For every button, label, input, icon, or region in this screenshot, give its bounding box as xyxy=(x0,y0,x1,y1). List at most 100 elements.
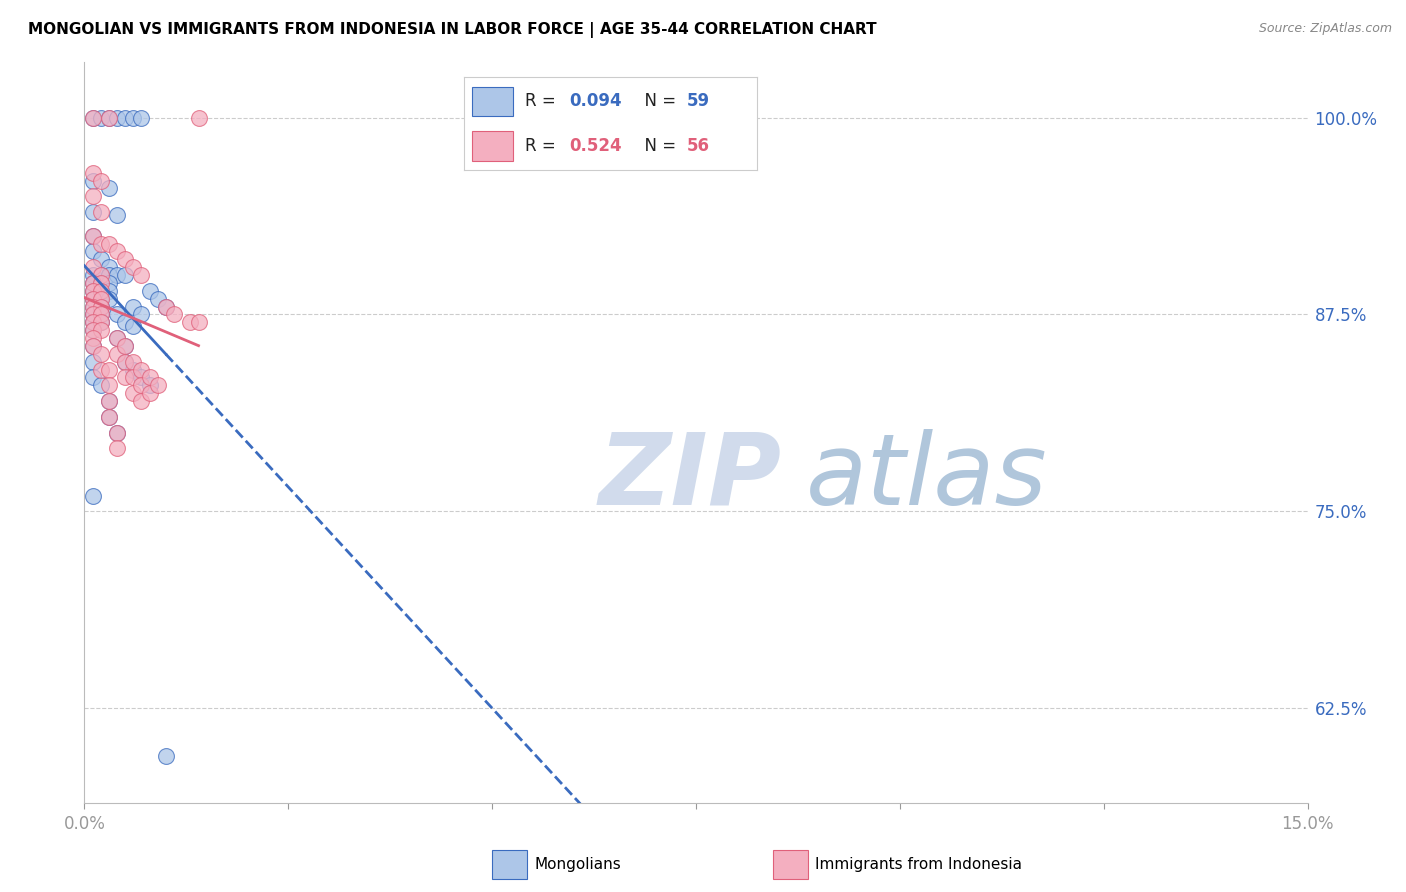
Point xyxy=(90,292,112,306)
Point xyxy=(131,111,153,125)
Text: MONGOLIAN VS IMMIGRANTS FROM INDONESIA IN LABOR FORCE | AGE 35-44 CORRELATION CH: MONGOLIAN VS IMMIGRANTS FROM INDONESIA I… xyxy=(28,22,877,38)
Point xyxy=(82,300,104,314)
Point xyxy=(90,268,112,282)
Point xyxy=(90,362,112,376)
Point xyxy=(90,315,112,329)
Point xyxy=(138,378,160,392)
Point xyxy=(90,300,112,314)
Point xyxy=(114,355,136,369)
Point xyxy=(114,355,136,369)
Point xyxy=(122,111,145,125)
Point xyxy=(97,378,120,392)
Text: Source: ZipAtlas.com: Source: ZipAtlas.com xyxy=(1258,22,1392,36)
Point xyxy=(155,300,177,314)
Point xyxy=(82,331,104,345)
Text: Mongolians: Mongolians xyxy=(534,857,621,871)
Point xyxy=(131,378,153,392)
Text: atlas: atlas xyxy=(806,428,1047,525)
Point xyxy=(82,205,104,219)
Point xyxy=(131,362,153,376)
Point xyxy=(82,323,104,337)
Point xyxy=(114,252,136,267)
Point xyxy=(82,339,104,353)
Point xyxy=(90,323,112,337)
Point xyxy=(82,284,104,298)
Point xyxy=(131,394,153,409)
Point xyxy=(187,111,209,125)
Point xyxy=(90,236,112,251)
Point xyxy=(90,173,112,187)
Point xyxy=(90,378,112,392)
Point xyxy=(82,370,104,384)
Point xyxy=(105,268,128,282)
Point xyxy=(90,111,112,125)
Point xyxy=(114,370,136,384)
Point xyxy=(82,111,104,125)
Point xyxy=(187,315,209,329)
Point xyxy=(97,292,120,306)
Point xyxy=(146,378,169,392)
Point xyxy=(82,244,104,259)
Point xyxy=(90,276,112,290)
Point xyxy=(155,748,177,763)
Point xyxy=(82,173,104,187)
Point xyxy=(105,208,128,222)
Point xyxy=(90,308,112,322)
Point xyxy=(122,355,145,369)
Point xyxy=(97,284,120,298)
Point xyxy=(82,323,104,337)
Point xyxy=(90,284,112,298)
Point xyxy=(155,300,177,314)
Point xyxy=(82,315,104,329)
Point xyxy=(97,276,120,290)
Point xyxy=(90,292,112,306)
Point xyxy=(90,276,112,290)
Point xyxy=(82,300,104,314)
Point xyxy=(179,315,201,329)
Point xyxy=(105,425,128,440)
Point xyxy=(82,268,104,282)
Point xyxy=(122,318,145,333)
Point xyxy=(82,228,104,243)
Point xyxy=(82,292,104,306)
Point xyxy=(90,315,112,329)
Point xyxy=(82,111,104,125)
Point xyxy=(122,370,145,384)
Point xyxy=(90,252,112,267)
Point xyxy=(82,315,104,329)
Point xyxy=(82,339,104,353)
Point xyxy=(105,308,128,322)
Point xyxy=(114,268,136,282)
Point xyxy=(82,166,104,180)
Point xyxy=(105,425,128,440)
Point xyxy=(105,244,128,259)
Text: ZIP: ZIP xyxy=(598,428,782,525)
Point xyxy=(122,362,145,376)
Point xyxy=(105,442,128,456)
Point xyxy=(97,268,120,282)
Point xyxy=(82,189,104,203)
Point xyxy=(122,386,145,401)
Point xyxy=(114,339,136,353)
Point xyxy=(82,355,104,369)
Point xyxy=(97,111,120,125)
Point xyxy=(105,111,128,125)
Point xyxy=(82,276,104,290)
Point xyxy=(97,260,120,275)
Point xyxy=(82,489,104,503)
Point xyxy=(97,181,120,195)
Point xyxy=(114,339,136,353)
Point xyxy=(82,260,104,275)
Point xyxy=(138,386,160,401)
Point xyxy=(82,308,104,322)
Point xyxy=(97,409,120,424)
Point xyxy=(131,308,153,322)
Point xyxy=(114,111,136,125)
Point xyxy=(90,205,112,219)
Point xyxy=(90,300,112,314)
Point xyxy=(138,284,160,298)
Point xyxy=(105,347,128,361)
Point xyxy=(97,394,120,409)
Point xyxy=(82,284,104,298)
Point xyxy=(122,300,145,314)
